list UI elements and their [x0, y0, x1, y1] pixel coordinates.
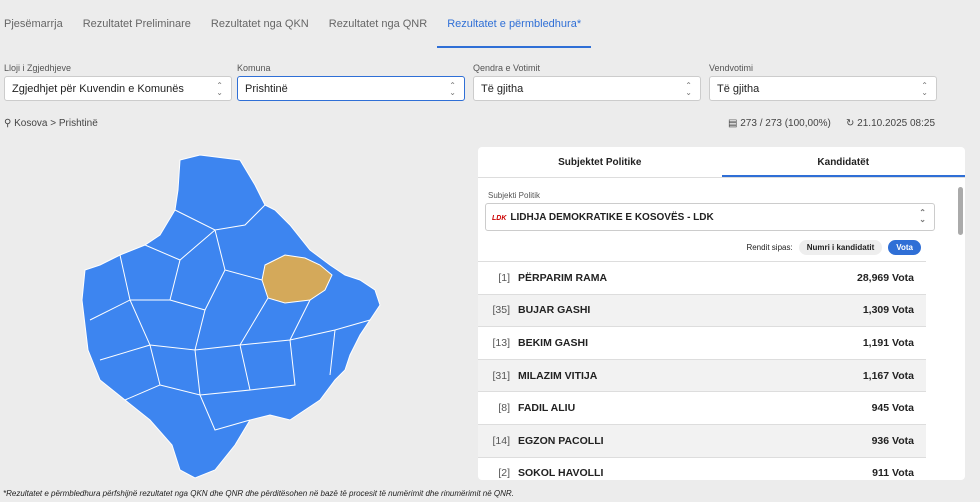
panel-tab[interactable]: Kandidatët — [721, 147, 965, 177]
tab[interactable]: Rezultatet Preliminare — [82, 18, 191, 30]
filter-label: Komuna — [237, 63, 271, 73]
candidate-row: [31] MILAZIM VITIJA 1,167 Vota — [478, 358, 926, 392]
tab[interactable]: Rezultatet nga QNR — [328, 18, 428, 30]
filter-select[interactable]: Zgjedhjet për Kuvendin e Komunës ⌃ ⌄ — [4, 76, 232, 101]
candidate-name: SOKOL HAVOLLI — [518, 467, 604, 480]
sort-option[interactable]: Numri i kandidatit — [798, 240, 883, 255]
candidate-votes: 911 Vota — [872, 467, 914, 480]
candidates-panel: Subjektet Politike Kandidatët Subjekti Po… — [478, 147, 965, 480]
filter-select[interactable]: Të gjitha ⌃ ⌄ — [473, 76, 701, 101]
updated: ↻ 21.10.2025 08:25 — [846, 118, 936, 129]
candidate-number: [8] — [498, 402, 510, 415]
candidate-number: [35] — [492, 304, 510, 317]
filter-value: Prishtinë — [245, 83, 288, 95]
candidate-row: [14] EGZON PACOLLI 936 Vota — [478, 423, 926, 457]
panel-tab[interactable]: Subjektet Politike — [558, 157, 642, 168]
filter-label: Vendvotimi — [709, 63, 754, 73]
chevron: ⌃ ⌄ — [449, 81, 456, 97]
map — [81, 154, 381, 479]
candidate-votes: 1,191 Vota — [862, 336, 914, 349]
candidate-list: [1] PËRPARIM RAMA 28,969 Vota [35] BUJAR GAS… — [478, 261, 926, 480]
candidate-name: FADIL ALIU — [518, 402, 576, 415]
candidate-name: MILAZIM VITIJA — [518, 369, 598, 382]
municipal-borders — [89, 204, 371, 431]
candidate-name: EGZON PACOLLI — [518, 434, 604, 447]
party-name: LIDHJA DEMOKRATIKE E KOSOVËS - LDK — [510, 212, 714, 223]
filter: Vendvotimi Të gjitha ⌃ ⌄ — [709, 63, 937, 101]
candidate-row: [35] BUJAR GASHI 1,309 Vota — [478, 293, 926, 327]
candidate-number: [13] — [492, 336, 510, 349]
candidate-votes: 1,309 Vota — [862, 304, 914, 317]
panel-tabs: Subjektet Politike Kandidatët — [478, 147, 965, 178]
candidate-number: [31] — [492, 369, 510, 382]
tabs: Pjesëmarrja Rezultatet Preliminare Rezulta… — [0, 0, 592, 48]
stations: ▤ 273 / 273 (100,00%) — [728, 118, 831, 129]
candidate-row: [1] PËRPARIM RAMA 28,969 Vota — [478, 261, 926, 294]
prishtina-highlight — [261, 254, 333, 304]
candidate-votes: 28,969 Vota — [856, 271, 914, 284]
party-select[interactable]: LDK LIDHJA DEMOKRATIKE E KOSOVËS - LDK ⌃ ⌄ — [485, 203, 935, 231]
breadcrumb: ⚲ Kosova > Prishtinë — [4, 118, 98, 129]
party-logo: LDK — [492, 215, 507, 222]
filter: Qendra e Votimit Të gjitha ⌃ ⌄ — [473, 63, 701, 101]
scrollbar — [958, 187, 963, 235]
filter-select[interactable]: Prishtinë ⌃ ⌄ — [237, 76, 465, 101]
tab[interactable]: Pjesëmarrja — [4, 18, 63, 30]
tab[interactable]: Rezultatet nga QKN — [210, 18, 309, 30]
candidate-name: PËRPARIM RAMA — [518, 271, 608, 284]
sort-option[interactable]: Vota — [888, 240, 921, 255]
sort-label: Rendit sipas: — [746, 243, 793, 252]
chevron: ⌃ ⌄ — [921, 81, 928, 97]
party-label: Subjekti Politik — [488, 191, 541, 200]
kosovo-map — [81, 154, 381, 479]
filter-value: Të gjitha — [481, 83, 524, 95]
sort: Rendit sipas: Numri i kandidatit Vota — [478, 240, 921, 255]
filter-value: Të gjitha — [717, 83, 760, 95]
filter-select[interactable]: Të gjitha ⌃ ⌄ — [709, 76, 937, 101]
candidate-name: BUJAR GASHI — [518, 304, 591, 317]
breadcrumb-text: Kosova > Prishtinë — [14, 118, 98, 129]
candidate-number: [14] — [492, 434, 510, 447]
filter-label: Qendra e Votimit — [473, 63, 541, 73]
candidate-votes: 945 Vota — [871, 402, 914, 415]
candidate-number: [2] — [498, 467, 510, 480]
chevron: ⌃ ⌄ — [685, 81, 692, 97]
candidate-votes: 1,167 Vota — [862, 369, 914, 382]
filter: Komuna Prishtinë ⌃ ⌄ — [237, 63, 465, 101]
candidate-votes: 936 Vota — [871, 434, 914, 447]
candidate-row: [2] SOKOL HAVOLLI 911 Vota — [478, 456, 926, 480]
footnote: *Rezultatet e përmbledhura përfshijnë re… — [3, 489, 514, 498]
candidate-row: [13] BEKIM GASHI 1,191 Vota — [478, 326, 926, 359]
chevron: ⌃ ⌄ — [216, 81, 223, 97]
updated-text: 21.10.2025 08:25 — [857, 118, 936, 129]
stations-text: 273 / 273 (100,00%) — [740, 118, 831, 129]
filter-label: Lloji i Zgjedhjeve — [4, 63, 72, 73]
candidate-name: BEKIM GASHI — [518, 336, 589, 349]
filter-value: Zgjedhjet për Kuvendin e Komunës — [12, 83, 184, 95]
candidate-number: [1] — [498, 271, 510, 284]
filter: Lloji i Zgjedhjeve Zgjedhjet për Kuvendin… — [4, 63, 232, 101]
candidate-row: [8] FADIL ALIU 945 Vota — [478, 391, 926, 424]
tab[interactable]: Rezultatet e përmbledhura* — [437, 0, 592, 48]
